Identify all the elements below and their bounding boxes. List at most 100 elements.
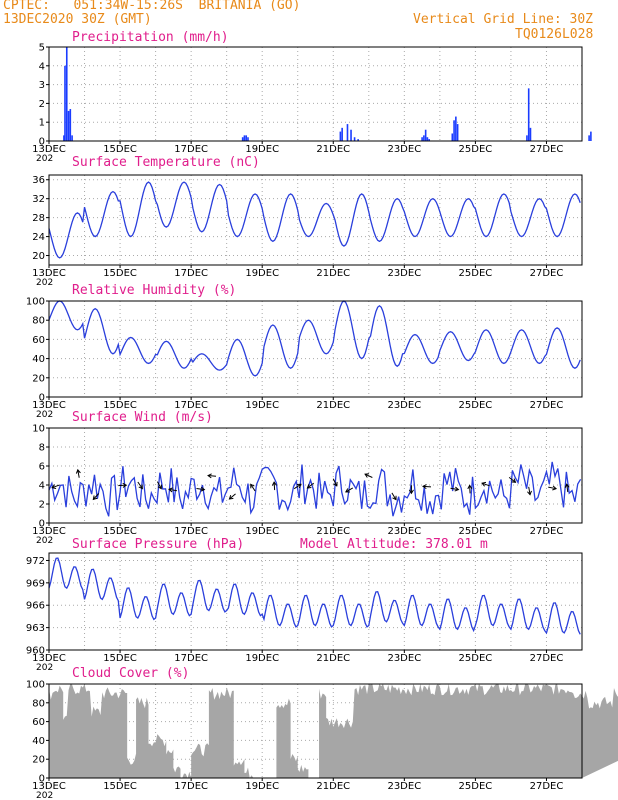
- year-label: 202: [36, 663, 53, 673]
- x-tick-label: 23DEC: [387, 400, 421, 411]
- panel-press: Surface Pressure (hPa) Model Altitude: 37…: [26, 537, 583, 673]
- wind-arrow: [364, 473, 373, 478]
- wind-arrowhead: [296, 483, 302, 489]
- precip-bar: [526, 135, 528, 141]
- series-line: [48, 557, 581, 635]
- precip-bar: [353, 137, 356, 141]
- wind-arrow: [156, 481, 162, 489]
- x-tick-label: 19DEC: [245, 268, 279, 279]
- x-tick-label: 21DEC: [316, 400, 350, 411]
- y-tick-label: 100: [26, 297, 45, 308]
- x-tick-label: 17DEC: [174, 526, 208, 537]
- panel-title: Cloud Cover (%): [72, 666, 189, 681]
- wind-arrowhead: [157, 484, 162, 490]
- wind-arrow: [391, 492, 397, 500]
- wind-arrowhead: [168, 487, 173, 493]
- wind-arrow: [168, 488, 178, 492]
- precip-bar: [69, 109, 72, 141]
- x-tick-label: 19DEC: [245, 526, 279, 537]
- precip-bar: [451, 133, 454, 141]
- x-tick-label: 27DEC: [530, 781, 564, 792]
- y-tick-label: 960: [26, 646, 45, 657]
- plot-frame: [48, 300, 583, 398]
- precip-bar: [424, 129, 427, 141]
- y-tick-label: 0: [39, 774, 45, 785]
- wind-arrowhead: [345, 488, 350, 493]
- y-tick-label: 966: [26, 601, 45, 612]
- wind-arrow: [77, 469, 80, 478]
- plot-frame: [48, 552, 583, 651]
- y-tick-label: 5: [39, 43, 45, 54]
- x-tick-label: 23DEC: [387, 268, 421, 279]
- wind-arrowhead: [481, 481, 487, 487]
- x-tick-label: 27DEC: [530, 653, 564, 664]
- wind-arrow: [307, 482, 315, 489]
- wind-arrowhead: [138, 484, 143, 490]
- wind-arrowhead: [467, 484, 473, 490]
- year-label: 202: [36, 154, 53, 164]
- precip-bar: [339, 131, 342, 141]
- x-tick-label: 15DEC: [103, 144, 137, 155]
- wind-arrowhead: [51, 484, 57, 489]
- header-right1: Vertical Grid Line: 30Z: [413, 12, 594, 27]
- panel-title: Relative Humidity (%): [72, 283, 236, 298]
- precip-bar: [456, 124, 459, 141]
- precip-bar: [453, 120, 455, 141]
- wind-arrowhead: [122, 482, 128, 488]
- y-tick-label: 10: [32, 424, 45, 435]
- x-tick-label: 13DEC: [32, 268, 66, 279]
- panel-title: Surface Temperature (nC): [72, 155, 260, 170]
- y-tick-label: 40: [32, 736, 45, 747]
- x-tick-label: 25DEC: [459, 653, 493, 664]
- precip-bar: [346, 124, 349, 141]
- x-tick-label: 15DEC: [103, 268, 137, 279]
- x-tick-label: 13DEC: [32, 781, 66, 792]
- precip-bar: [428, 139, 431, 141]
- wind-arrowhead: [392, 495, 397, 501]
- wind-arrow: [137, 481, 143, 489]
- year-label: 202: [36, 536, 53, 546]
- year-label: 202: [36, 410, 53, 420]
- wind-arrow: [345, 487, 354, 493]
- wind-arrow: [293, 483, 302, 490]
- y-tick-label: 40: [32, 354, 45, 365]
- x-tick-label: 25DEC: [459, 781, 493, 792]
- y-tick-label: 32: [32, 194, 45, 205]
- precip-bar: [341, 127, 343, 141]
- series-line: [48, 181, 581, 259]
- precip-bar: [426, 137, 429, 141]
- wind-arrow: [481, 482, 490, 487]
- x-tick-label: 17DEC: [174, 144, 208, 155]
- year-label: 202: [36, 791, 53, 800]
- panel-precip: Precipitation (mm/h) 0 1 2 3 4 5 13DEC 15DEC 17DE…: [32, 30, 592, 164]
- y-tick-label: 100: [26, 680, 45, 691]
- wind-arrowhead: [200, 486, 206, 492]
- wind-arrow: [422, 485, 432, 488]
- y-tick-label: 20: [32, 373, 45, 384]
- x-tick-label: 21DEC: [316, 653, 350, 664]
- x-tick-label: 23DEC: [387, 653, 421, 664]
- x-tick-label: 19DEC: [245, 653, 279, 664]
- y-tick-label: 36: [32, 175, 45, 186]
- panel-cloud: Cloud Cover (%) 0 20 40 60 80 100 13DEC 15DEC 17D…: [26, 666, 618, 800]
- precip-bar: [247, 137, 249, 141]
- precip-bar: [590, 131, 592, 141]
- x-tick-label: 27DEC: [530, 144, 564, 155]
- wind-arrowhead: [207, 473, 212, 479]
- x-tick-label: 23DEC: [387, 526, 421, 537]
- plot-frame: [48, 174, 583, 266]
- y-tick-label: 0: [39, 393, 45, 404]
- x-tick-label: 23DEC: [387, 781, 421, 792]
- x-tick-label: 19DEC: [245, 781, 279, 792]
- plot-frame: [48, 46, 583, 142]
- precip-bar: [63, 135, 65, 141]
- wind-arrow: [229, 493, 236, 500]
- wind-arrowhead: [306, 484, 312, 489]
- header-right2: TQ0126L028: [515, 27, 594, 42]
- wind-arrow: [450, 487, 459, 491]
- y-tick-label: 4: [39, 61, 45, 72]
- x-tick-label: 13DEC: [32, 526, 66, 537]
- x-tick-label: 21DEC: [316, 268, 350, 279]
- x-tick-label: 25DEC: [459, 526, 493, 537]
- x-tick-label: 25DEC: [459, 144, 493, 155]
